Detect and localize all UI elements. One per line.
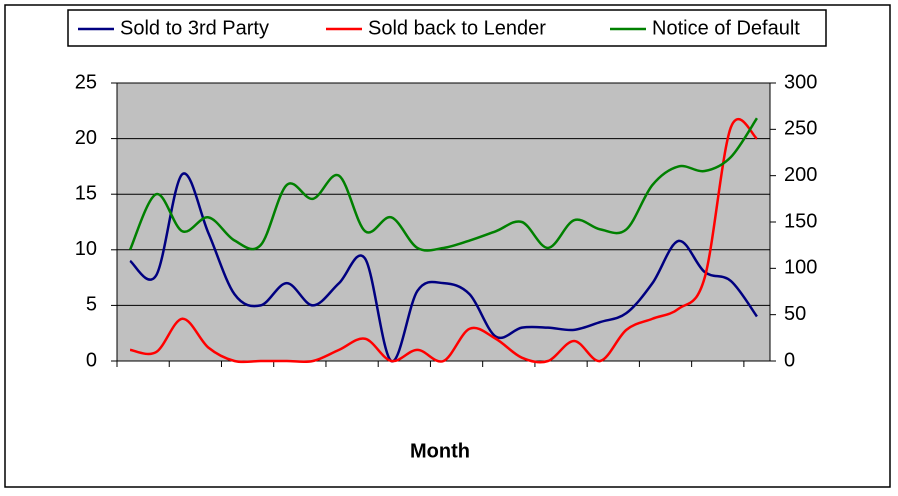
legend-label: Sold back to Lender [368,17,546,39]
y-tick-label: 20 [75,127,97,149]
series-line [129,118,758,364]
x-axis-label: Month [410,440,470,462]
y-tick-label: 5 [86,294,97,316]
y-tick-label: 10 [75,238,97,260]
y2-tick-label: 300 [784,71,817,93]
y2-tick-label: 0 [784,349,795,371]
series-line [128,117,758,252]
y-tick-label: 0 [86,349,97,371]
legend-label: Sold to 3rd Party [120,17,269,39]
legend-label: Notice of Default [652,17,800,39]
legend [67,9,827,47]
y2-tick-label: 50 [784,303,806,325]
y-tick-label: 15 [75,182,97,204]
series-line [129,172,758,363]
y-tick-label: 25 [75,71,97,93]
y2-tick-label: 250 [784,118,817,140]
y2-tick-label: 200 [784,164,817,186]
plot-area [117,83,770,361]
y2-tick-label: 150 [784,210,817,232]
y2-tick-label: 100 [784,257,817,279]
